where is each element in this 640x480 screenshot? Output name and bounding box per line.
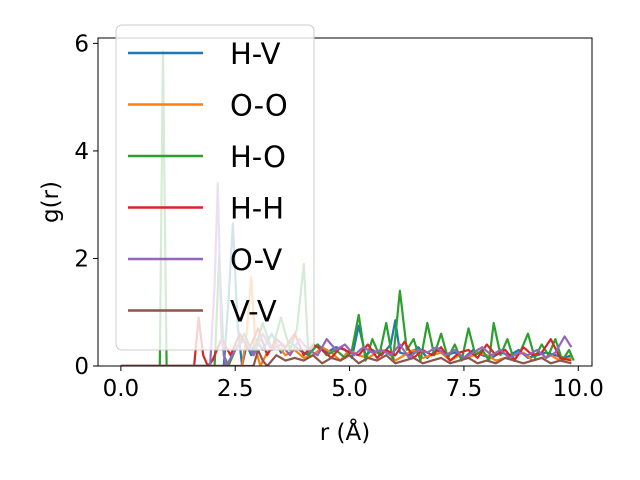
legend-label: O-V (230, 243, 282, 277)
y-tick-label: 4 (74, 139, 89, 165)
legend-entries: H-V O-O H-O H-H O-V V-V (128, 37, 288, 329)
legend-label: H-V (230, 37, 281, 71)
x-tick-label: 7.5 (446, 376, 483, 402)
legend-label: H-O (230, 140, 286, 174)
y-axis-label: g(r) (38, 181, 64, 223)
y-tick-label: 6 (74, 31, 89, 57)
legend-entry-h-v: H-V (128, 37, 281, 71)
legend-label: H-H (230, 192, 284, 226)
legend-entry-o-v: O-V (128, 243, 282, 277)
y-axis: 0 2 4 6 (74, 31, 98, 380)
x-tick-label: 5.0 (331, 376, 368, 402)
axes-frame (97, 37, 593, 367)
x-tick-label: 0.0 (103, 376, 140, 402)
y-tick-label: 0 (74, 354, 89, 380)
legend-entry-h-o: H-O (128, 140, 286, 174)
x-tick-label: 10.0 (553, 376, 604, 402)
legend-entry-o-o: O-O (128, 89, 288, 123)
series-line-v-v (120, 348, 572, 366)
legend-entry-v-v: V-V (128, 295, 277, 329)
legend-label: V-V (230, 295, 277, 329)
x-axis: 0.0 2.5 5.0 7.5 10.0 (103, 366, 604, 402)
y-tick-label: 2 (74, 246, 89, 272)
x-tick-label: 2.5 (217, 376, 254, 402)
legend: H-V O-O H-O H-H O-V V-V (115, 24, 315, 351)
legend-label: O-O (230, 89, 288, 123)
legend-box (115, 24, 315, 351)
x-axis-label: r (Å) (320, 418, 370, 446)
legend-entry-h-h: H-H (128, 192, 284, 226)
